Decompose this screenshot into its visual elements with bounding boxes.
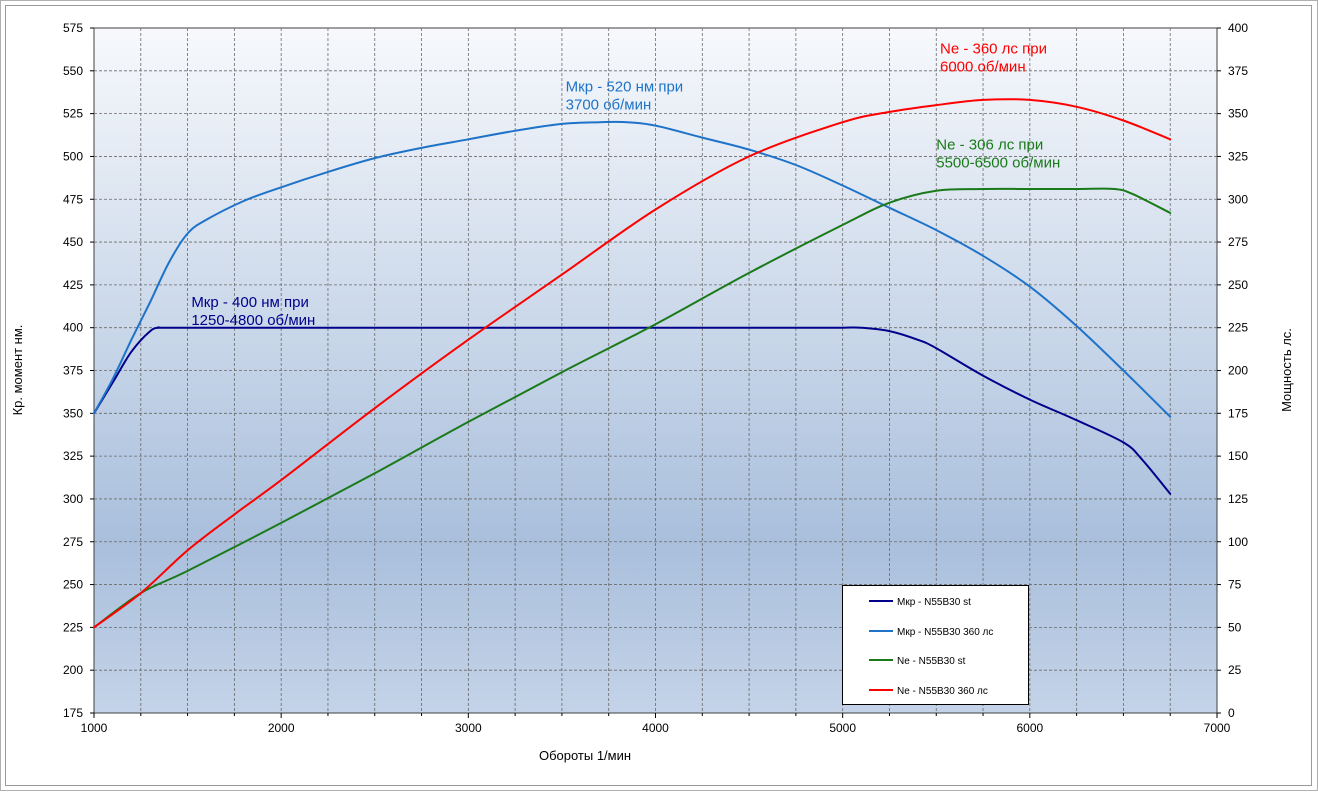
y-right-tick-label: 225: [1228, 321, 1248, 335]
y-left-tick-label: 250: [63, 578, 83, 592]
x-tick-label: 7000: [1204, 721, 1231, 735]
y-left-tick-label: 300: [63, 492, 83, 506]
y-right-tick-label: 400: [1228, 21, 1248, 35]
y-left-tick-label: 500: [63, 149, 83, 163]
legend-label: Мкр - N55B30 360 лс: [897, 627, 993, 638]
y-left-tick-label: 525: [63, 107, 83, 121]
x-tick-label: 2000: [268, 721, 295, 735]
x-tick-label: 3000: [455, 721, 482, 735]
y-right-tick-label: 50: [1228, 620, 1242, 634]
y-right-tick-label: 175: [1228, 406, 1248, 420]
y-axis-left-title: Кр. момент нм.: [10, 325, 25, 416]
annotation-line1: Мкр - 400 нм при: [191, 294, 309, 311]
annotation-line2: 3700 об/мин: [566, 96, 652, 113]
y-left-tick-label: 375: [63, 364, 83, 378]
y-right-tick-label: 100: [1228, 535, 1248, 549]
legend-label: Ne - N55B30 360 лс: [897, 686, 988, 697]
y-right-tick-label: 300: [1228, 192, 1248, 206]
x-axis-title: Обороты 1/мин: [539, 748, 631, 763]
annotation-line2: 5500-6500 об/мин: [936, 155, 1060, 172]
y-right-tick-label: 275: [1228, 235, 1248, 249]
y-right-tick-label: 200: [1228, 364, 1248, 378]
y-right-tick-label: 125: [1228, 492, 1248, 506]
y-left-tick-label: 475: [63, 192, 83, 206]
y-left-tick-label: 200: [63, 663, 83, 677]
axis-ticks: 1000 2000 3000 4000 5000 6000 7000175200225250…: [63, 21, 1248, 735]
x-tick-label: 4000: [642, 721, 669, 735]
series-power-stock: [93, 187, 1172, 629]
legend-items: Мкр - N55B30 st Мкр - N55B30 360 лс Ne - N…: [869, 597, 993, 697]
legend-label: Мкр - N55B30 st: [897, 597, 971, 608]
annotation-line2: 6000 об/мин: [940, 59, 1026, 76]
annotation-line2: 1250-4800 об/мин: [191, 312, 315, 329]
annotation-line1: Ne - 360 лс при: [940, 41, 1047, 58]
x-tick-label: 6000: [1016, 721, 1043, 735]
y-right-tick-label: 325: [1228, 149, 1248, 163]
y-left-tick-label: 450: [63, 235, 83, 249]
y-right-tick-label: 0: [1228, 706, 1235, 720]
grid-lines: [94, 28, 1217, 713]
y-left-tick-label: 575: [63, 21, 83, 35]
y-right-tick-label: 250: [1228, 278, 1248, 292]
series-power-360: [93, 98, 1172, 629]
y-right-tick-label: 150: [1228, 449, 1248, 463]
annotation-line1: Мкр - 520 нм при: [566, 78, 684, 95]
y-right-tick-label: 25: [1228, 663, 1242, 677]
legend-label: Ne - N55B30 st: [897, 656, 966, 667]
legend-box: [842, 585, 1029, 705]
y-left-tick-label: 425: [63, 278, 83, 292]
y-axis-right-title: Мощность лс.: [1279, 328, 1294, 412]
y-left-tick-label: 225: [63, 620, 83, 634]
annotation-line1: Ne - 306 лс при: [936, 137, 1043, 154]
series-torque-360: [93, 120, 1172, 418]
y-right-tick-label: 375: [1228, 64, 1248, 78]
series-torque-stock: [93, 326, 1172, 495]
y-left-tick-label: 175: [63, 706, 83, 720]
legend: Мкр - N55B30 st Мкр - N55B30 360 лс Ne - N…: [842, 585, 1029, 705]
y-left-tick-label: 350: [63, 406, 83, 420]
y-left-tick-label: 400: [63, 321, 83, 335]
x-tick-label: 1000: [81, 721, 108, 735]
y-left-tick-label: 550: [63, 64, 83, 78]
y-right-tick-label: 75: [1228, 578, 1242, 592]
series-lines: [93, 98, 1172, 629]
y-left-tick-label: 325: [63, 449, 83, 463]
y-right-tick-label: 350: [1228, 107, 1248, 121]
y-left-tick-label: 275: [63, 535, 83, 549]
x-tick-label: 5000: [829, 721, 856, 735]
